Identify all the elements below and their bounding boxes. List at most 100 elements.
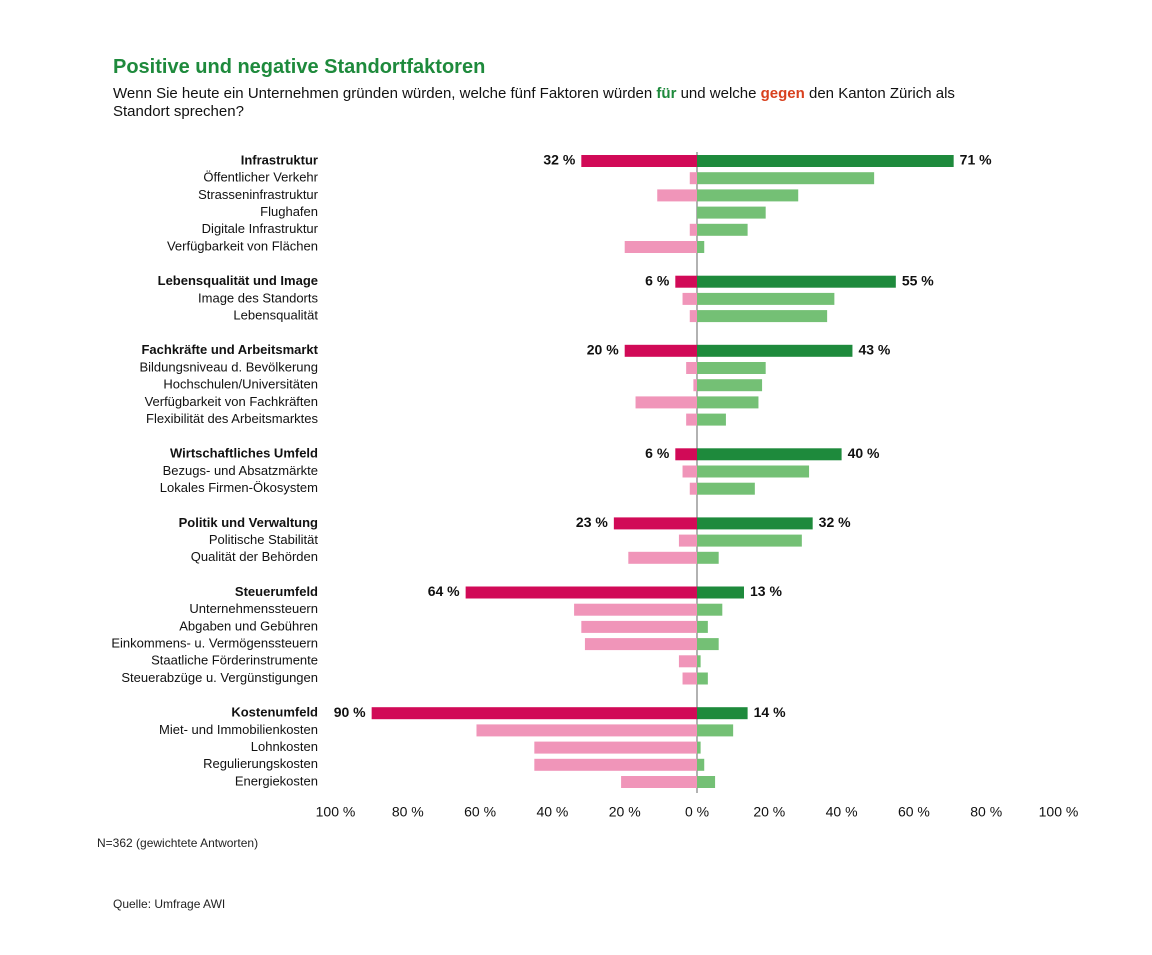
- against-bar: [476, 724, 697, 737]
- subtitle-part: gegen: [760, 85, 805, 102]
- against-bar: [693, 379, 697, 392]
- subtitle-part: Wenn Sie heute ein Unternehmen gründen w…: [113, 85, 657, 102]
- against-bar: [534, 758, 697, 771]
- against-bar: [686, 413, 697, 426]
- item-label: Bezugs- und Absatzmärkte: [163, 463, 318, 478]
- for-value-label: 40 %: [848, 445, 880, 461]
- for-bar: [697, 172, 875, 185]
- x-tick-label: 80 %: [970, 804, 1002, 820]
- for-bar: [697, 482, 755, 495]
- for-bar: [697, 620, 708, 633]
- for-bar: [697, 672, 708, 685]
- x-tick-label: 80 %: [392, 804, 424, 820]
- item-label: Steuerabzüge u. Vergünstigungen: [121, 670, 318, 685]
- against-value-label: 20 %: [587, 342, 619, 358]
- against-bar: [689, 482, 697, 495]
- against-bar: [686, 362, 697, 374]
- x-tick-label: 20 %: [753, 804, 785, 820]
- item-label: Politische Stabilität: [209, 532, 318, 547]
- against-bar: [682, 672, 697, 685]
- item-label: Lokales Firmen-Ökosystem: [160, 480, 318, 495]
- against-bar: [465, 586, 697, 599]
- item-label: Flexibilität des Arbeitsmarktes: [146, 411, 318, 426]
- against-bar: [635, 396, 697, 409]
- against-bar: [678, 655, 697, 668]
- for-bar: [697, 603, 723, 616]
- group-label: Fachkräfte und Arbeitsmarkt: [141, 342, 318, 357]
- x-tick-label: 100 %: [1039, 804, 1079, 820]
- for-bar: [697, 206, 766, 219]
- for-bar: [697, 310, 828, 323]
- for-bar: [697, 379, 763, 392]
- for-bar: [697, 586, 744, 599]
- for-bar: [697, 241, 705, 253]
- item-label: Lebensqualität: [233, 308, 318, 323]
- note: N=362 (gewichtete Antworten): [97, 836, 259, 850]
- for-bar: [697, 707, 748, 720]
- x-tick-label: 0 %: [685, 804, 709, 820]
- for-bar: [697, 292, 835, 305]
- for-bar: [697, 776, 716, 788]
- item-label: Bildungsniveau d. Bevölkerung: [139, 359, 318, 374]
- item-label: Staatliche Förderinstrumente: [151, 653, 318, 668]
- item-label: Flughafen: [260, 204, 318, 219]
- for-bar: [697, 275, 896, 288]
- item-label: Öffentlicher Verkehr: [203, 170, 318, 185]
- group-label: Politik und Verwaltung: [179, 515, 318, 530]
- for-bar: [697, 396, 759, 409]
- for-value-label: 13 %: [750, 583, 782, 599]
- item-label: Einkommens- u. Vermögenssteuern: [111, 636, 318, 651]
- for-bar: [697, 465, 810, 478]
- x-tick-label: 40 %: [536, 804, 568, 820]
- against-bar: [628, 551, 697, 564]
- for-value-label: 71 %: [960, 152, 992, 168]
- against-bar: [624, 241, 697, 253]
- against-bar: [581, 155, 697, 167]
- group-label: Infrastruktur: [241, 152, 318, 167]
- item-label: Regulierungskosten: [203, 756, 318, 771]
- for-bar: [697, 413, 726, 426]
- for-bar: [697, 534, 802, 547]
- chart-subtitle: Wenn Sie heute ein Unternehmen gründen w…: [113, 85, 955, 121]
- subtitle-part: für: [656, 85, 677, 102]
- against-bar: [675, 275, 697, 288]
- against-bar: [682, 465, 697, 478]
- subtitle-part: und welche: [676, 85, 761, 102]
- item-label: Qualität der Behörden: [191, 549, 318, 564]
- for-bar: [697, 344, 853, 357]
- item-label: Energiekosten: [235, 773, 318, 788]
- item-label: Image des Standorts: [198, 290, 318, 305]
- subtitle-part: den Kanton Zürich als: [804, 85, 955, 102]
- for-bar: [697, 448, 842, 461]
- item-label: Hochschulen/Universitäten: [163, 377, 318, 392]
- for-value-label: 32 %: [819, 514, 851, 530]
- against-bar: [689, 310, 697, 323]
- against-value-label: 90 %: [334, 704, 366, 720]
- item-label: Abgaben und Gebühren: [179, 618, 318, 633]
- for-bar: [697, 517, 813, 530]
- against-bar: [682, 292, 697, 305]
- against-value-label: 64 %: [428, 583, 460, 599]
- item-label: Verfügbarkeit von Fachkräften: [145, 394, 318, 409]
- for-bar: [697, 655, 701, 668]
- group-label: Lebensqualität und Image: [158, 273, 318, 288]
- for-bar: [697, 189, 799, 202]
- for-value-label: 14 %: [754, 704, 786, 720]
- for-value-label: 43 %: [858, 342, 890, 358]
- against-bar: [534, 741, 697, 754]
- item-label: Strasseninfrastruktur: [198, 187, 319, 202]
- item-label: Digitale Infrastruktur: [202, 221, 319, 236]
- against-bar: [624, 344, 697, 357]
- against-bar: [371, 707, 697, 720]
- subtitle-part: Standort sprechen?: [113, 103, 244, 120]
- group-label: Kostenumfeld: [231, 705, 318, 720]
- x-tick-label: 60 %: [464, 804, 496, 820]
- item-label: Unternehmenssteuern: [189, 601, 318, 616]
- for-value-label: 55 %: [902, 272, 934, 288]
- for-bar: [697, 551, 719, 564]
- against-bar: [689, 172, 697, 185]
- against-bar: [689, 223, 697, 236]
- chart-title: Positive und negative Standortfaktoren: [113, 56, 486, 78]
- x-tick-label: 100 %: [316, 804, 356, 820]
